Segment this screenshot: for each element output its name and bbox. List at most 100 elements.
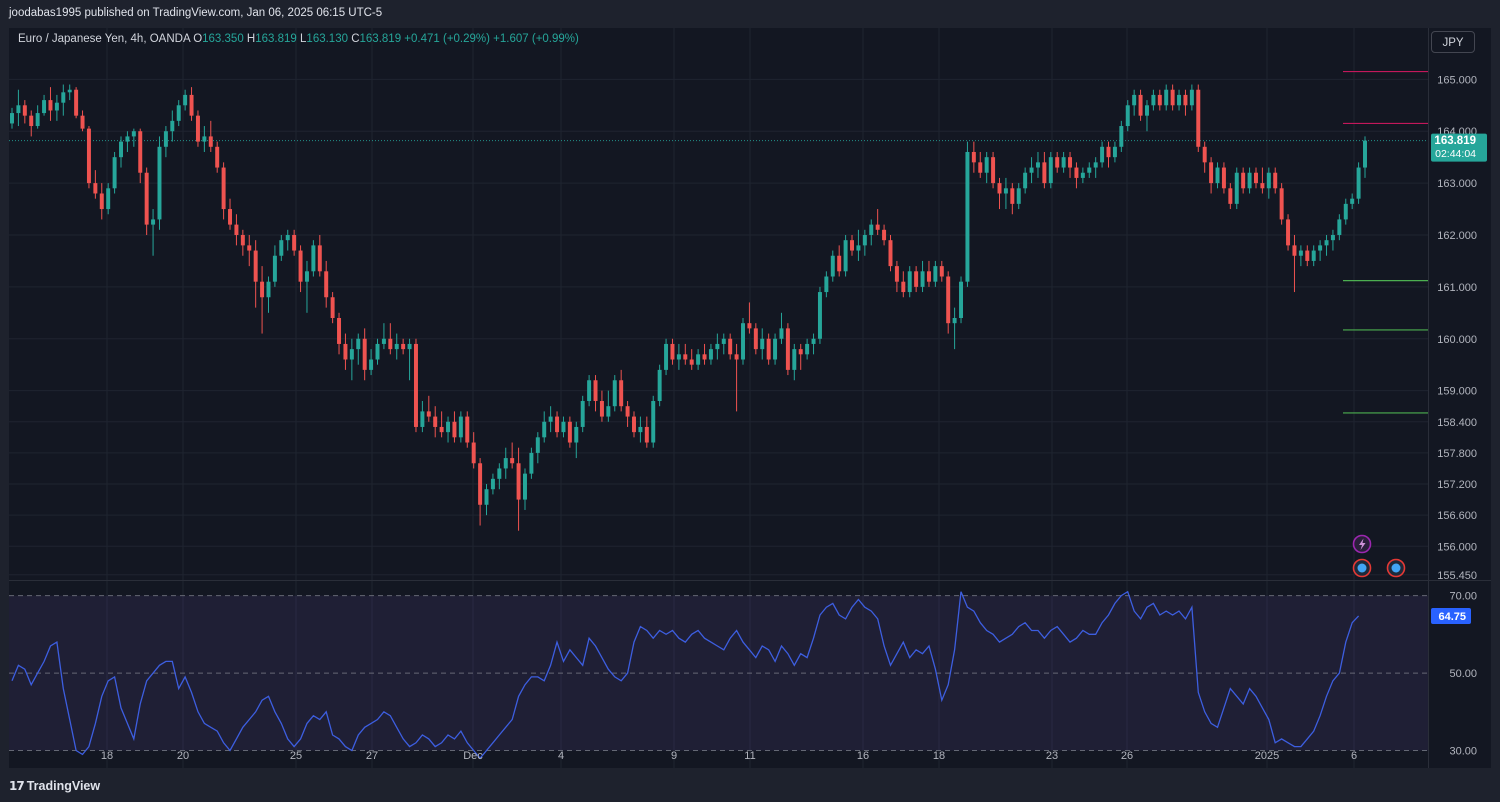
candle-up — [1144, 105, 1149, 116]
high-label: H — [246, 33, 256, 45]
candle-down — [260, 281, 265, 298]
candle-up — [67, 89, 72, 93]
candle-up — [664, 343, 669, 370]
close-value: 163.819 — [359, 33, 402, 45]
candle-up — [817, 292, 822, 339]
candle-down — [99, 193, 104, 210]
close-label: C — [351, 33, 360, 45]
x-tick-label: 4 — [558, 750, 564, 762]
candle-up — [272, 255, 277, 282]
tradingview-brand[interactable]: 𝟭𝟳 TradingView — [9, 779, 100, 793]
candle-up — [497, 468, 502, 479]
candle-down — [48, 100, 53, 111]
x-tick-label: 20 — [177, 750, 189, 762]
candle-up — [1003, 188, 1008, 194]
candle-up — [131, 131, 136, 137]
candle-down — [1055, 157, 1060, 168]
candle-down — [555, 416, 560, 433]
candle-down — [1183, 94, 1188, 106]
rsi-value-tag: 64.75 — [1431, 607, 1471, 624]
candle-down — [644, 426, 649, 443]
candle-down — [888, 240, 893, 267]
candle-up — [484, 489, 489, 505]
price-tick-label: 163.000 — [1437, 178, 1477, 190]
candle-down — [22, 105, 27, 116]
candle-down — [632, 416, 636, 433]
tradingview-logo-icon: 𝟭𝟳 — [9, 779, 25, 793]
candle-down — [1228, 188, 1233, 204]
x-tick-label: 23 — [1046, 750, 1058, 762]
candle-down — [689, 359, 694, 365]
candle-up — [1016, 188, 1021, 204]
candle-down — [228, 209, 233, 225]
candle-down — [471, 442, 476, 464]
currency-button[interactable]: JPY — [1431, 31, 1475, 53]
candle-down — [747, 323, 752, 329]
candle-down — [1254, 172, 1258, 184]
candle-down — [766, 338, 771, 360]
candle-up — [708, 349, 713, 360]
candle-up — [920, 271, 925, 287]
candle-down — [247, 245, 252, 251]
candle-up — [1363, 140, 1367, 168]
candle-down — [670, 343, 675, 360]
candle-up — [580, 401, 585, 427]
candle-down — [426, 411, 431, 417]
footer-bar — [0, 768, 1500, 802]
change-value: +0.471 (+0.29%) — [404, 33, 490, 45]
candle-down — [1157, 94, 1162, 106]
candle-up — [106, 188, 111, 210]
candle-up — [1023, 172, 1028, 189]
candle-down — [1170, 89, 1175, 106]
candle-down — [728, 338, 733, 355]
candle-down — [253, 250, 258, 282]
candle-up — [542, 421, 547, 438]
candle-up — [862, 234, 867, 246]
event-markers[interactable] — [1352, 534, 1406, 578]
candle-up — [657, 369, 662, 402]
candle-down — [971, 151, 976, 163]
candle-down — [1074, 167, 1079, 178]
earnings-icon[interactable] — [1352, 558, 1372, 578]
last-price-value: 163.819 — [1434, 135, 1476, 147]
candle-down — [978, 162, 983, 173]
candle-up — [446, 421, 451, 433]
candle-down — [510, 458, 515, 464]
candle-down — [875, 224, 880, 230]
candle-up — [1189, 89, 1194, 106]
candle-up — [606, 406, 611, 417]
candle-down — [1279, 188, 1284, 220]
price-tick-label: 156.600 — [1437, 510, 1477, 522]
candle-up — [933, 266, 938, 282]
candle-up — [151, 219, 156, 225]
price-tick-label: 162.000 — [1437, 230, 1477, 242]
candle-up — [381, 338, 386, 344]
lightning-icon[interactable] — [1352, 534, 1372, 554]
candle-up — [1048, 157, 1053, 184]
candle-down — [683, 354, 688, 360]
symbol-name[interactable]: Euro / Japanese Yen, 4h, OANDA — [18, 33, 190, 45]
candle-down — [926, 271, 931, 282]
candle-up — [42, 100, 47, 114]
candle-up — [843, 240, 848, 272]
brand-label: TradingView — [26, 779, 101, 793]
candle-up — [1112, 146, 1117, 158]
candle-down — [837, 255, 842, 272]
candle-up — [1266, 172, 1271, 189]
candle-up — [394, 343, 399, 350]
dividend-icon[interactable] — [1386, 558, 1406, 578]
candle-up — [676, 354, 681, 360]
candle-up — [574, 426, 579, 443]
candle-up — [805, 343, 810, 355]
candle-down — [567, 421, 572, 443]
x-tick-label: 9 — [671, 750, 677, 762]
grid-lines — [9, 28, 1491, 768]
candle-up — [760, 338, 765, 350]
candle-up — [407, 343, 412, 350]
candle-down — [465, 416, 470, 443]
candle-down — [337, 318, 342, 344]
candle-down — [1010, 188, 1015, 204]
candle-down — [1068, 157, 1073, 168]
